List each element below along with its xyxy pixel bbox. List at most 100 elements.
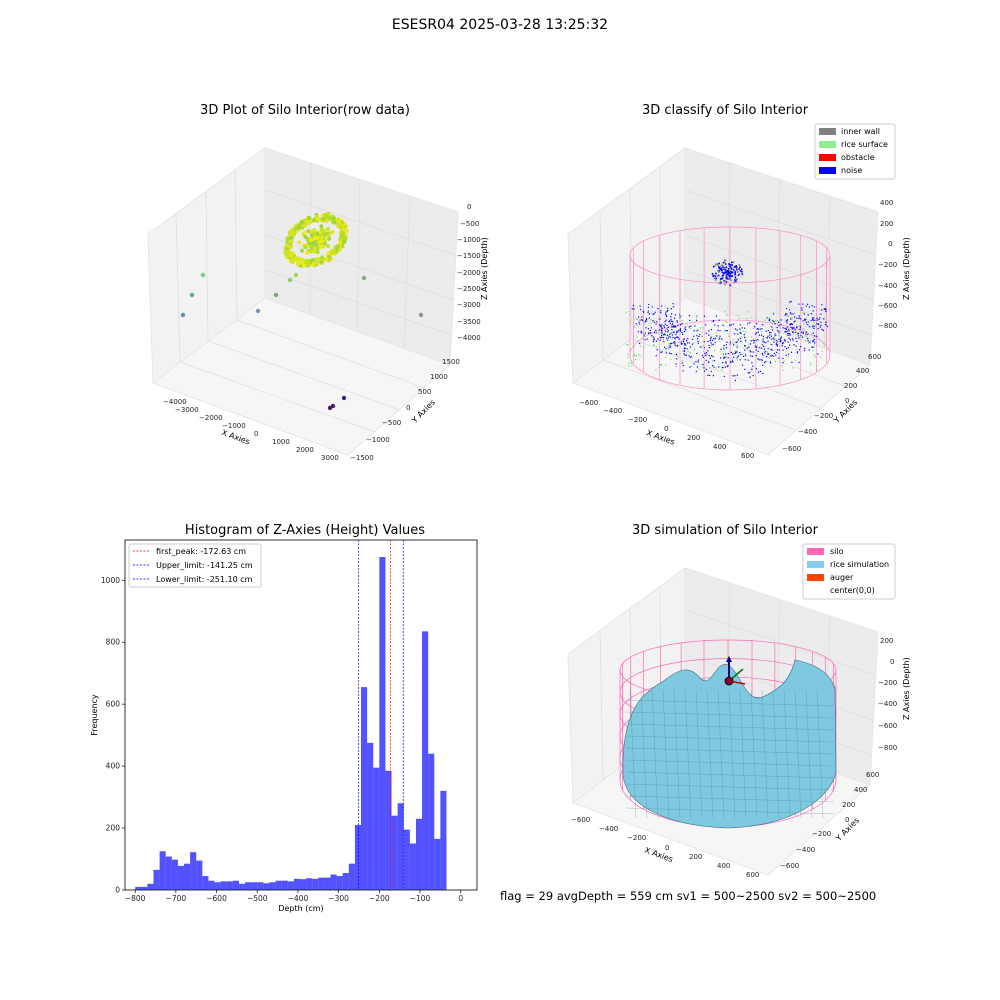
noise-point	[814, 319, 816, 321]
raw-point	[273, 292, 279, 298]
legend-swatch-obstacle	[819, 154, 836, 161]
rice-surface-point	[636, 324, 638, 326]
rice-surface-point	[815, 365, 817, 367]
noise-point	[736, 329, 738, 331]
raw-point	[312, 246, 317, 251]
noise-point	[766, 356, 768, 358]
rice-surface-point	[736, 357, 738, 359]
rice-surface-point	[665, 364, 667, 367]
noise-point	[665, 319, 667, 321]
rice-surface-point	[672, 324, 674, 326]
plot4-xtick: −400	[599, 825, 618, 833]
rice-surface-point	[644, 323, 646, 325]
histogram-bar	[141, 886, 148, 890]
rice-surface-point	[689, 327, 691, 330]
noise-point	[689, 346, 692, 348]
raw-point	[315, 214, 320, 219]
plot1-xlabel: X Axies	[220, 428, 251, 447]
noise-point	[641, 316, 643, 318]
rice-surface-point	[665, 356, 667, 358]
rice-surface-point	[696, 315, 698, 317]
noise-point	[821, 304, 823, 306]
plot2-ztick: 400	[880, 199, 893, 207]
noise-point	[803, 313, 805, 315]
noise-point	[803, 349, 806, 351]
noise-point	[641, 319, 644, 321]
rice-surface-point	[733, 339, 735, 341]
noise-point	[749, 350, 751, 352]
noise-point	[774, 323, 776, 325]
histogram-bar	[293, 878, 300, 890]
noise-point	[689, 356, 692, 359]
plot3-ytick: 200	[106, 824, 121, 833]
rice-surface-point	[629, 322, 632, 324]
noise-point	[653, 338, 655, 340]
noise-point	[733, 333, 736, 335]
noise-point	[762, 372, 764, 375]
auger-point	[741, 270, 743, 273]
noise-point	[789, 301, 791, 303]
figure-title: ESESR04 2025-03-28 13:25:32	[391, 17, 609, 33]
rice-surface-point	[750, 367, 753, 369]
noise-point	[807, 321, 809, 323]
noise-point	[679, 330, 682, 332]
auger-point	[725, 281, 728, 283]
rice-surface-point	[702, 366, 704, 368]
plot3-histogram: −800 −700 −600 −500 −400 −300 −200 −100 0 0 200 40…	[90, 539, 478, 913]
auger-point	[735, 265, 738, 267]
rice-surface-point	[736, 359, 738, 361]
plot4-z-ticks: 200 0 −200 −400 −600 −800	[878, 637, 897, 752]
histogram-bar	[434, 838, 441, 890]
noise-point	[660, 312, 662, 314]
noise-point	[692, 338, 694, 340]
noise-point	[820, 313, 822, 315]
noise-point	[670, 346, 672, 348]
noise-point	[823, 308, 825, 310]
plot1-xtick: −1000	[222, 422, 246, 430]
rice-surface-point	[709, 367, 711, 369]
rice-surface-point	[680, 314, 683, 317]
plot2-ztick: −200	[878, 261, 897, 269]
noise-point	[796, 351, 799, 353]
noise-point	[717, 325, 719, 327]
noise-point	[800, 334, 802, 337]
auger-point	[728, 263, 731, 266]
noise-point	[715, 315, 718, 317]
noise-point	[657, 307, 659, 310]
raw-point	[322, 241, 327, 246]
noise-point	[771, 343, 773, 346]
noise-point	[697, 361, 699, 363]
noise-point	[810, 313, 812, 315]
noise-point	[747, 359, 749, 361]
raw-point	[290, 260, 295, 265]
raw-point	[325, 215, 330, 220]
noise-point	[716, 335, 718, 337]
legend-label-silo: silo	[830, 547, 844, 556]
noise-point	[670, 308, 672, 310]
noise-point	[795, 345, 797, 347]
noise-point	[661, 329, 663, 331]
auger-point	[712, 274, 715, 277]
noise-point	[734, 374, 736, 377]
plot4-ztick: −200	[878, 679, 897, 687]
rice-surface-point	[794, 359, 797, 361]
auger-point	[738, 273, 741, 275]
noise-point	[736, 346, 738, 348]
noise-point	[677, 324, 679, 326]
raw-point	[302, 231, 307, 236]
noise-point	[689, 366, 691, 368]
noise-point	[656, 321, 658, 323]
plot2-ytick: 200	[844, 382, 857, 390]
rice-surface-point	[693, 348, 696, 351]
rice-surface-point	[634, 358, 636, 361]
rice-surface-point	[771, 323, 773, 325]
noise-point	[753, 340, 755, 342]
plot1-x-ticks: −4000 −3000 −2000 −1000 0 1000 2000 3000	[163, 398, 339, 462]
auger-point	[729, 270, 731, 273]
noise-point	[705, 324, 707, 326]
auger-point	[730, 267, 733, 269]
raw-point	[288, 253, 293, 258]
auger-point	[724, 268, 727, 271]
auger-point	[734, 272, 736, 274]
auger-z-arrowhead	[726, 656, 732, 662]
